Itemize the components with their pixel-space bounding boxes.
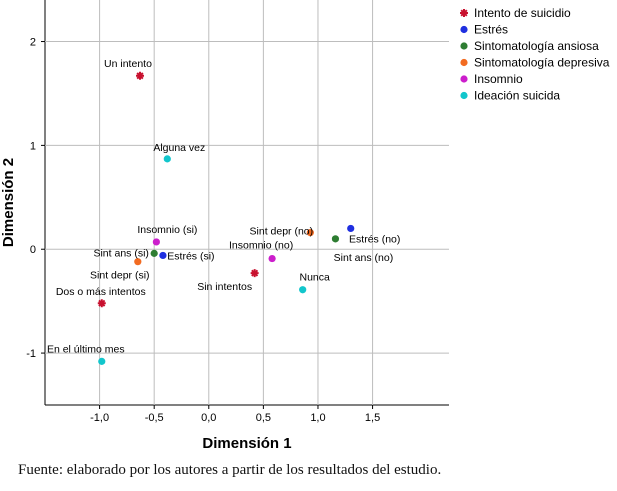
point-label: Un intento <box>104 58 152 70</box>
data-marks <box>97 71 355 365</box>
point-label: En el último mes <box>47 343 125 355</box>
legend-label: Estrés <box>474 23 508 37</box>
x-axis-title: Dimensión 1 <box>202 435 291 452</box>
point-label: Insomnio (si) <box>137 224 197 236</box>
data-point <box>150 249 158 257</box>
x-tick-label: 0,5 <box>256 412 271 424</box>
point-label: Sint ans (si) <box>93 247 148 259</box>
data-point <box>98 357 106 365</box>
plot-area <box>44 0 449 406</box>
data-point <box>163 155 171 163</box>
data-point <box>250 269 259 278</box>
legend-label: Sintomatología ansiosa <box>474 39 599 53</box>
figure-caption: Fuente: elaborado por los autores a part… <box>18 462 442 478</box>
gridlines <box>45 0 449 405</box>
x-tick-label: -1,0 <box>90 412 109 424</box>
data-point <box>331 235 340 243</box>
data-point <box>306 229 314 237</box>
data-point <box>299 286 307 294</box>
point-label: Sint ans (no) <box>334 252 394 264</box>
point-label: Sint depr (si) <box>90 270 150 282</box>
data-point <box>135 71 144 80</box>
legend-marker <box>460 91 468 100</box>
point-label: Alguna vez <box>153 142 205 154</box>
y-tick-label: 2 <box>30 37 36 49</box>
data-point <box>268 254 276 263</box>
legend-marker <box>460 42 468 50</box>
point-label: Sint depr (no) <box>250 226 314 238</box>
y-tick-label: 0 <box>30 244 36 256</box>
point-label: Dos o más intentos <box>56 286 146 298</box>
data-point <box>159 251 167 260</box>
y-tick-label: 1 <box>30 140 36 152</box>
legend-label: Sintomatología depresiva <box>474 56 610 70</box>
legend-label: Intento de suicidio <box>474 6 571 20</box>
point-label: Sin intentos <box>197 281 252 293</box>
x-tick-label: -0,5 <box>145 412 164 424</box>
point-label: Nunca <box>300 272 331 284</box>
point-label: Estrés (no) <box>349 233 400 245</box>
y-axis-title: Dimensión 2 <box>0 158 17 247</box>
point-label: Estrés (si) <box>167 250 214 262</box>
data-point <box>152 238 160 246</box>
legend-label: Insomnio <box>474 72 523 86</box>
point-label: Insomnio (no) <box>229 240 293 252</box>
x-tick-label: 0,0 <box>201 412 216 424</box>
legend-marker <box>460 75 468 83</box>
x-tick-label: 1,5 <box>365 412 380 424</box>
legend-marker <box>460 58 468 67</box>
data-point <box>347 224 355 233</box>
data-point <box>134 258 142 266</box>
x-tick-label: 1,0 <box>310 412 325 424</box>
legend: Intento de suicidio Estrés Sintomatología … <box>460 6 610 103</box>
data-point <box>97 299 106 308</box>
point-labels: Un intento Dos o más intentos Sin intentos… <box>47 58 400 356</box>
legend-marker <box>460 9 468 17</box>
y-tick-label: -1 <box>26 348 36 360</box>
legend-label: Ideación suicida <box>474 89 560 103</box>
legend-marker <box>460 25 468 34</box>
axis-ticks: -1,0 -0,5 0,0 0,5 1,0 1,5 -1 0 1 2 <box>26 37 380 424</box>
